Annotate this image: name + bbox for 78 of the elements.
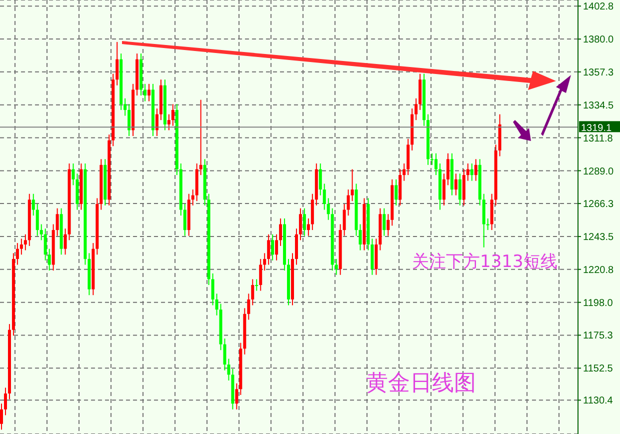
candlestick [24, 234, 27, 251]
y-tick-label: 1198.0 [583, 298, 614, 309]
candlestick [227, 358, 230, 381]
candlestick [255, 278, 258, 292]
candlestick [334, 258, 338, 276]
candlestick [298, 208, 302, 241]
candlestick [44, 228, 47, 261]
candlestick [434, 152, 438, 176]
candlestick [199, 99, 202, 176]
candlestick [36, 203, 39, 236]
candlestick [263, 252, 266, 272]
annotation: 关注下方1313短线 [412, 251, 558, 273]
candlestick [267, 234, 270, 266]
candlestick [171, 104, 174, 126]
candlestick [4, 387, 7, 416]
candlestick [147, 83, 150, 102]
candlestick [358, 224, 362, 251]
candlestick [155, 108, 158, 136]
candlestick [271, 234, 274, 261]
y-tick-label: 1380.0 [583, 34, 614, 46]
candlestick [211, 272, 214, 306]
candlestick [430, 152, 434, 166]
candlestick [386, 214, 390, 236]
candlestick [342, 203, 346, 236]
candlestick [474, 158, 478, 182]
candlestick [64, 228, 67, 256]
candlestick [350, 168, 354, 202]
candlestick [251, 278, 254, 306]
candlestick [116, 41, 119, 86]
candlestick [144, 83, 147, 102]
y-tick-label: 1152.5 [583, 364, 614, 375]
candlestick [259, 258, 262, 292]
candlestick [235, 382, 238, 410]
candlestick [128, 104, 131, 136]
candlestick [470, 162, 474, 182]
candlestick [302, 208, 306, 236]
candlestick [223, 338, 226, 371]
candlestick [458, 173, 462, 206]
candlestick [16, 242, 19, 266]
candlestick [318, 162, 322, 196]
candlestick [442, 173, 446, 206]
candlestick [56, 208, 59, 236]
candlestick [326, 198, 330, 220]
candlestick [279, 218, 282, 246]
candlestick [247, 293, 250, 320]
y-tick-label: 1311.8 [583, 133, 614, 144]
y-tick-label: 1334.5 [583, 100, 614, 112]
y-tick-label: 1357.3 [583, 67, 614, 78]
candlestick [346, 189, 350, 216]
candlestick [40, 224, 43, 241]
candlestick [466, 162, 470, 182]
candlestick [124, 98, 127, 116]
annotation: 黄金日线图 [366, 370, 476, 398]
candlestick [48, 248, 51, 272]
candlestick [183, 203, 186, 236]
candlestick [394, 178, 398, 206]
candlestick [20, 238, 23, 256]
candlestick [275, 234, 278, 261]
ref-line-label: 1319.1 [581, 123, 612, 134]
y-tick-label: 1175.3 [583, 330, 614, 342]
candlestick [0, 403, 3, 430]
y-tick-label: 1266.3 [583, 199, 614, 210]
y-tick-label: 1402.8 [583, 2, 614, 13]
candlestick [486, 218, 490, 231]
candlestick [322, 183, 326, 210]
candlestick [382, 208, 386, 236]
y-tick-label: 1289.0 [583, 166, 614, 178]
candlestick [167, 114, 170, 131]
candlestick [306, 218, 310, 236]
candlestick [191, 189, 194, 206]
y-tick-label: 1243.5 [583, 232, 614, 244]
candlestick [402, 162, 406, 182]
y-tick-label: 1220.8 [583, 264, 614, 276]
candlestick [414, 98, 418, 121]
candlestick [32, 193, 35, 216]
y-tick-label: 1130.4 [583, 396, 614, 407]
candlestick [454, 173, 458, 196]
candlestick [446, 152, 450, 186]
